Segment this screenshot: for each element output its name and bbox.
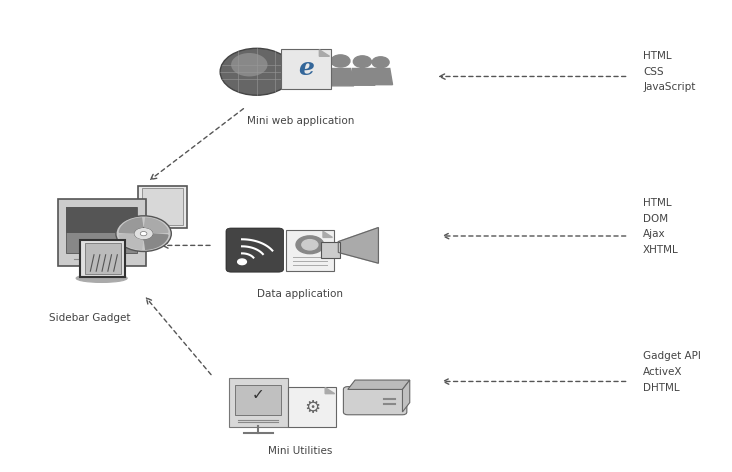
FancyBboxPatch shape bbox=[80, 240, 125, 277]
Polygon shape bbox=[338, 228, 378, 263]
Polygon shape bbox=[323, 231, 332, 237]
FancyBboxPatch shape bbox=[236, 385, 281, 415]
Text: Data application: Data application bbox=[258, 288, 343, 299]
Circle shape bbox=[238, 259, 247, 265]
FancyBboxPatch shape bbox=[280, 49, 331, 89]
Polygon shape bbox=[144, 234, 168, 249]
Text: Mini Utilities: Mini Utilities bbox=[268, 446, 332, 456]
FancyBboxPatch shape bbox=[226, 228, 283, 272]
Polygon shape bbox=[369, 68, 392, 84]
FancyBboxPatch shape bbox=[285, 230, 334, 271]
Text: ✓: ✓ bbox=[252, 387, 265, 402]
FancyBboxPatch shape bbox=[84, 243, 121, 274]
Circle shape bbox=[296, 236, 324, 253]
Text: ⚙: ⚙ bbox=[304, 398, 320, 417]
Circle shape bbox=[372, 57, 389, 68]
Circle shape bbox=[354, 56, 371, 67]
FancyBboxPatch shape bbox=[288, 387, 336, 427]
FancyBboxPatch shape bbox=[58, 199, 146, 266]
FancyBboxPatch shape bbox=[229, 378, 288, 428]
Polygon shape bbox=[119, 218, 143, 233]
Polygon shape bbox=[348, 380, 410, 389]
FancyBboxPatch shape bbox=[67, 207, 137, 253]
FancyBboxPatch shape bbox=[343, 387, 407, 415]
Ellipse shape bbox=[76, 274, 127, 282]
Polygon shape bbox=[144, 218, 168, 233]
FancyBboxPatch shape bbox=[138, 186, 187, 228]
FancyBboxPatch shape bbox=[321, 242, 340, 258]
Text: Gadget API
ActiveX
DHTML: Gadget API ActiveX DHTML bbox=[643, 352, 701, 393]
Circle shape bbox=[231, 53, 268, 76]
FancyBboxPatch shape bbox=[67, 207, 137, 233]
Text: HTML
DOM
Ajax
XHTML: HTML DOM Ajax XHTML bbox=[643, 198, 679, 255]
Text: e: e bbox=[298, 56, 314, 80]
FancyBboxPatch shape bbox=[142, 188, 183, 225]
Circle shape bbox=[116, 216, 171, 252]
Polygon shape bbox=[325, 388, 335, 394]
Circle shape bbox=[302, 240, 318, 250]
Circle shape bbox=[220, 48, 293, 95]
Polygon shape bbox=[327, 68, 354, 86]
Text: Sidebar Gadget: Sidebar Gadget bbox=[49, 313, 130, 323]
Polygon shape bbox=[119, 234, 143, 249]
Polygon shape bbox=[350, 68, 375, 85]
Circle shape bbox=[134, 228, 153, 240]
Text: Mini web application: Mini web application bbox=[247, 117, 354, 126]
Circle shape bbox=[141, 231, 147, 236]
Polygon shape bbox=[403, 380, 410, 412]
Circle shape bbox=[331, 55, 350, 67]
Polygon shape bbox=[319, 50, 329, 56]
Text: HTML
CSS
JavaScript: HTML CSS JavaScript bbox=[643, 51, 695, 93]
